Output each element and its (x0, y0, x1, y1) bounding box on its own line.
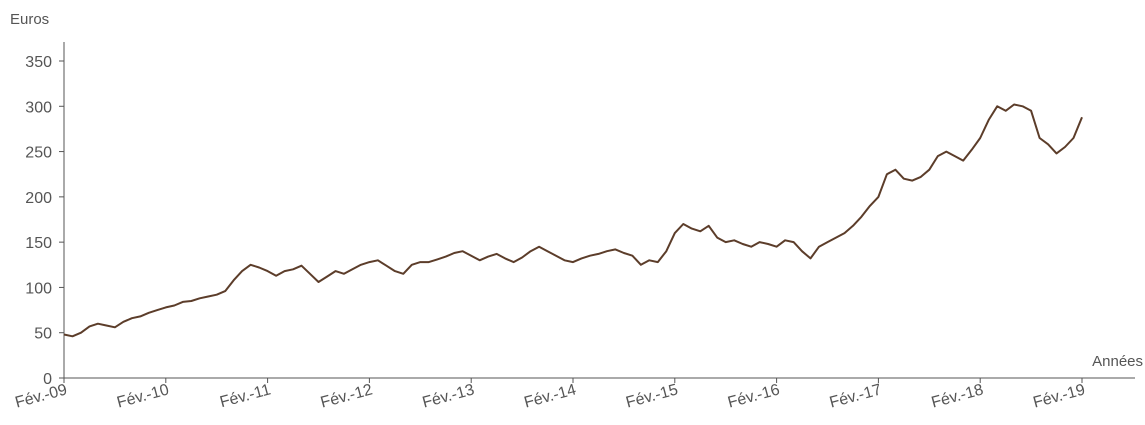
y-tick-label: 150 (25, 235, 52, 252)
y-tick-label: 0 (43, 371, 52, 388)
price-line (63, 103, 1083, 338)
x-axis: Fév.-09 Fév.-10 Fév.-11 Fév.-12 Fév.-13 Fév.-… (13, 377, 1135, 412)
x-tick-label: Fév.-18 (930, 381, 986, 411)
y-tick-label: 100 (25, 280, 52, 297)
y-axis: 0 50 100 150 200 250 300 350 (25, 42, 65, 388)
plot-area (63, 103, 1083, 338)
y-tick-label: 50 (34, 326, 52, 343)
x-tick-label: Fév.-16 (726, 381, 782, 411)
x-tick-label: Fév.-11 (218, 381, 273, 411)
x-tick-label: Fév.-09 (13, 381, 69, 411)
y-tick-label: 200 (25, 190, 52, 207)
x-tick-label: Fév.-13 (421, 381, 477, 411)
x-tick-label: Fév.-12 (319, 381, 375, 411)
x-tick-label: Fév.-19 (1031, 381, 1087, 411)
x-axis-title: Années (1092, 353, 1143, 370)
x-tick-label: Fév.-14 (522, 381, 578, 411)
y-tick-label: 250 (25, 145, 52, 162)
y-tick-label: 300 (25, 99, 52, 116)
x-tick-label: Fév.-15 (624, 381, 680, 411)
x-tick-label: Fév.-17 (828, 381, 884, 411)
x-tick-label: Fév.-10 (115, 381, 171, 411)
y-axis-title: Euros (10, 11, 49, 28)
y-tick-label: 350 (25, 54, 52, 71)
